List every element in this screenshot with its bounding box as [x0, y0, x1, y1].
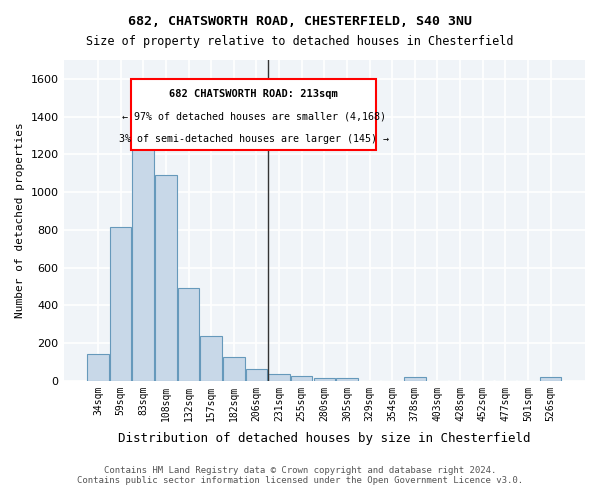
- Bar: [245, 368, 267, 381]
- Bar: [87, 354, 109, 381]
- Bar: [155, 175, 176, 381]
- Bar: [133, 138, 154, 381]
- Bar: [404, 378, 425, 381]
- Bar: [110, 227, 131, 381]
- Bar: [268, 374, 290, 381]
- Y-axis label: Number of detached properties: Number of detached properties: [15, 122, 25, 318]
- Bar: [200, 336, 222, 381]
- Bar: [540, 378, 561, 381]
- Bar: [178, 288, 199, 381]
- Bar: [291, 376, 313, 381]
- Text: 682, CHATSWORTH ROAD, CHESTERFIELD, S40 3NU: 682, CHATSWORTH ROAD, CHESTERFIELD, S40 …: [128, 15, 472, 28]
- Bar: [336, 378, 358, 381]
- Text: Size of property relative to detached houses in Chesterfield: Size of property relative to detached ho…: [86, 35, 514, 48]
- Bar: [223, 356, 245, 381]
- Bar: [314, 378, 335, 381]
- X-axis label: Distribution of detached houses by size in Chesterfield: Distribution of detached houses by size …: [118, 432, 530, 445]
- FancyBboxPatch shape: [131, 79, 376, 150]
- Text: ← 97% of detached houses are smaller (4,168): ← 97% of detached houses are smaller (4,…: [122, 112, 386, 122]
- Text: 3% of semi-detached houses are larger (145) →: 3% of semi-detached houses are larger (1…: [119, 134, 389, 144]
- Text: Contains HM Land Registry data © Crown copyright and database right 2024.
Contai: Contains HM Land Registry data © Crown c…: [77, 466, 523, 485]
- Text: 682 CHATSWORTH ROAD: 213sqm: 682 CHATSWORTH ROAD: 213sqm: [169, 89, 338, 99]
